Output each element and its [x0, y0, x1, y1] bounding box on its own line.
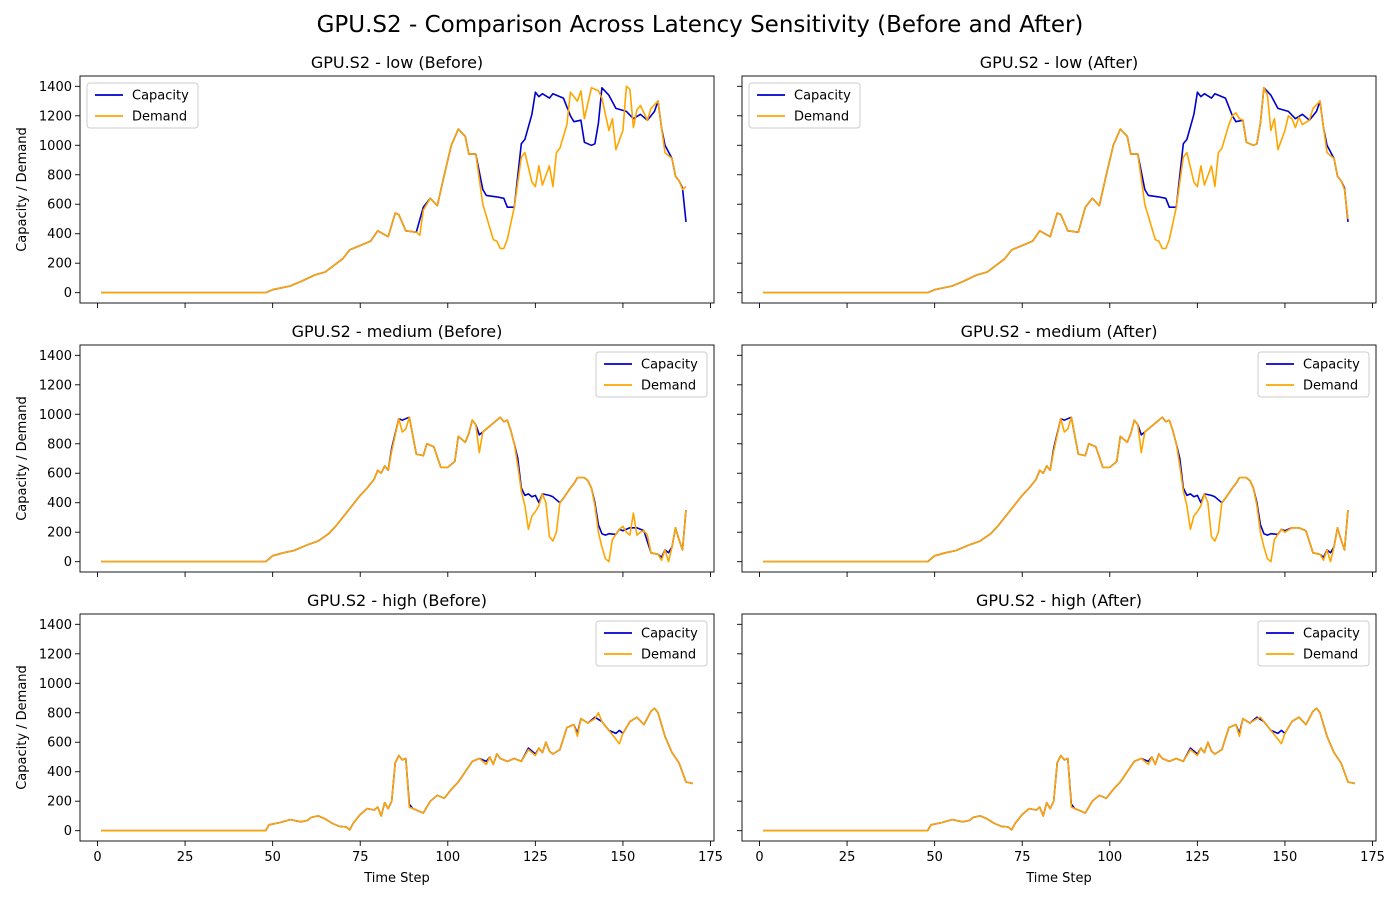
axes-frame [741, 613, 1377, 842]
legend: Capacity Demand [86, 82, 199, 129]
y-tick-label: 1200 [39, 109, 72, 124]
x-tick-label: 0 [755, 850, 763, 865]
series-line-demand [101, 416, 687, 563]
axes-frame [79, 613, 715, 842]
legend: Capacity Demand [595, 620, 708, 667]
legend-label: Capacity [1303, 358, 1360, 373]
series-line-demand [101, 85, 687, 294]
legend-label: Demand [1303, 648, 1358, 663]
subplot-title: GPU.S2 - low (After) [980, 53, 1138, 72]
series-line-capacity [763, 707, 1356, 832]
legend: Capacity Demand [748, 82, 861, 129]
legend-label: Demand [641, 648, 696, 663]
series-line-capacity [101, 416, 687, 563]
series-line-demand [101, 707, 694, 832]
legend-label: Demand [641, 379, 696, 394]
subplot-title: GPU.S2 - high (Before) [307, 591, 487, 610]
y-tick-label: 600 [47, 736, 72, 751]
y-tick-label: 200 [47, 257, 72, 272]
axes-frame [741, 75, 1377, 304]
subplot-1: GPU.S2 - low (Before) 0 200 400 600 800 1000 12… [15, 53, 715, 308]
y-tick-label: 1200 [39, 647, 72, 662]
x-tick-label: 175 [1360, 850, 1385, 865]
legend-label: Capacity [132, 89, 189, 104]
y-tick-label: 0 [64, 555, 72, 570]
series-line-demand [763, 87, 1349, 294]
x-axis-label: Time Step [1025, 871, 1092, 886]
y-tick-label: 1000 [39, 677, 72, 692]
y-axis-label: Capacity / Demand [15, 396, 30, 521]
x-tick-label: 50 [926, 850, 943, 865]
y-tick-label: 200 [47, 795, 72, 810]
x-tick-label: 150 [1273, 850, 1298, 865]
subplot-2: GPU.S2 - low (After) Capacity Demand [737, 53, 1377, 308]
subplot-title: GPU.S2 - low (Before) [311, 53, 483, 72]
y-tick-label: 1400 [39, 618, 72, 633]
legend-label: Demand [132, 110, 187, 125]
subplot-3: GPU.S2 - medium (Before) 0 200 400 600 800 100… [15, 322, 715, 577]
subplot-title: GPU.S2 - medium (After) [961, 322, 1158, 341]
y-axis-label: Capacity / Demand [15, 665, 30, 790]
y-tick-label: 800 [47, 168, 72, 183]
subplot-title: GPU.S2 - high (After) [976, 591, 1142, 610]
x-tick-label: 75 [352, 850, 369, 865]
axes-frame [79, 344, 715, 573]
legend-label: Capacity [794, 89, 851, 104]
y-tick-label: 600 [47, 467, 72, 482]
y-tick-label: 800 [47, 437, 72, 452]
x-tick-label: 50 [264, 850, 281, 865]
x-tick-label: 150 [611, 850, 636, 865]
x-tick-label: 100 [435, 850, 460, 865]
legend-label: Demand [794, 110, 849, 125]
y-tick-label: 1400 [39, 80, 72, 95]
figure-title: GPU.S2 - Comparison Across Latency Sensi… [316, 12, 1084, 38]
subplot-6: GPU.S2 - high (After) 0 25 50 75 100 125 150 175… [737, 591, 1385, 886]
y-tick-label: 200 [47, 526, 72, 541]
y-tick-label: 1400 [39, 349, 72, 364]
legend: Capacity Demand [595, 351, 708, 398]
x-tick-label: 125 [523, 850, 548, 865]
subplot-title: GPU.S2 - medium (Before) [292, 322, 503, 341]
y-tick-label: 0 [64, 824, 72, 839]
legend-label: Capacity [1303, 627, 1360, 642]
y-tick-label: 400 [47, 765, 72, 780]
axes-frame [741, 344, 1377, 573]
x-tick-label: 0 [93, 850, 101, 865]
series-line-demand [763, 416, 1349, 563]
subplot-4: GPU.S2 - medium (After) Capacity Demand [737, 322, 1377, 577]
y-tick-label: 400 [47, 227, 72, 242]
y-tick-label: 600 [47, 198, 72, 213]
legend-label: Capacity [641, 358, 698, 373]
subplot-5: GPU.S2 - high (Before)020040060080010001… [15, 591, 723, 886]
y-tick-label: 1000 [39, 408, 72, 423]
x-tick-label: 25 [839, 850, 856, 865]
legend-label: Capacity [641, 627, 698, 642]
x-tick-label: 175 [698, 850, 723, 865]
x-tick-label: 75 [1014, 850, 1031, 865]
y-axis-label: Capacity / Demand [15, 127, 30, 252]
axes-frame [79, 75, 715, 304]
x-tick-label: 100 [1097, 850, 1122, 865]
x-axis-label: Time Step [363, 871, 430, 886]
y-tick-label: 800 [47, 706, 72, 721]
legend: Capacity Demand [1257, 351, 1370, 398]
series-line-demand [763, 707, 1356, 832]
x-tick-label: 25 [177, 850, 194, 865]
series-line-capacity [101, 707, 694, 832]
legend-label: Demand [1303, 379, 1358, 394]
x-tick-label: 125 [1185, 850, 1210, 865]
legend: Capacity Demand [1257, 620, 1370, 667]
y-tick-label: 1000 [39, 139, 72, 154]
y-tick-label: 400 [47, 496, 72, 511]
series-line-capacity [763, 416, 1349, 563]
y-tick-label: 1200 [39, 378, 72, 393]
y-tick-label: 0 [64, 286, 72, 301]
